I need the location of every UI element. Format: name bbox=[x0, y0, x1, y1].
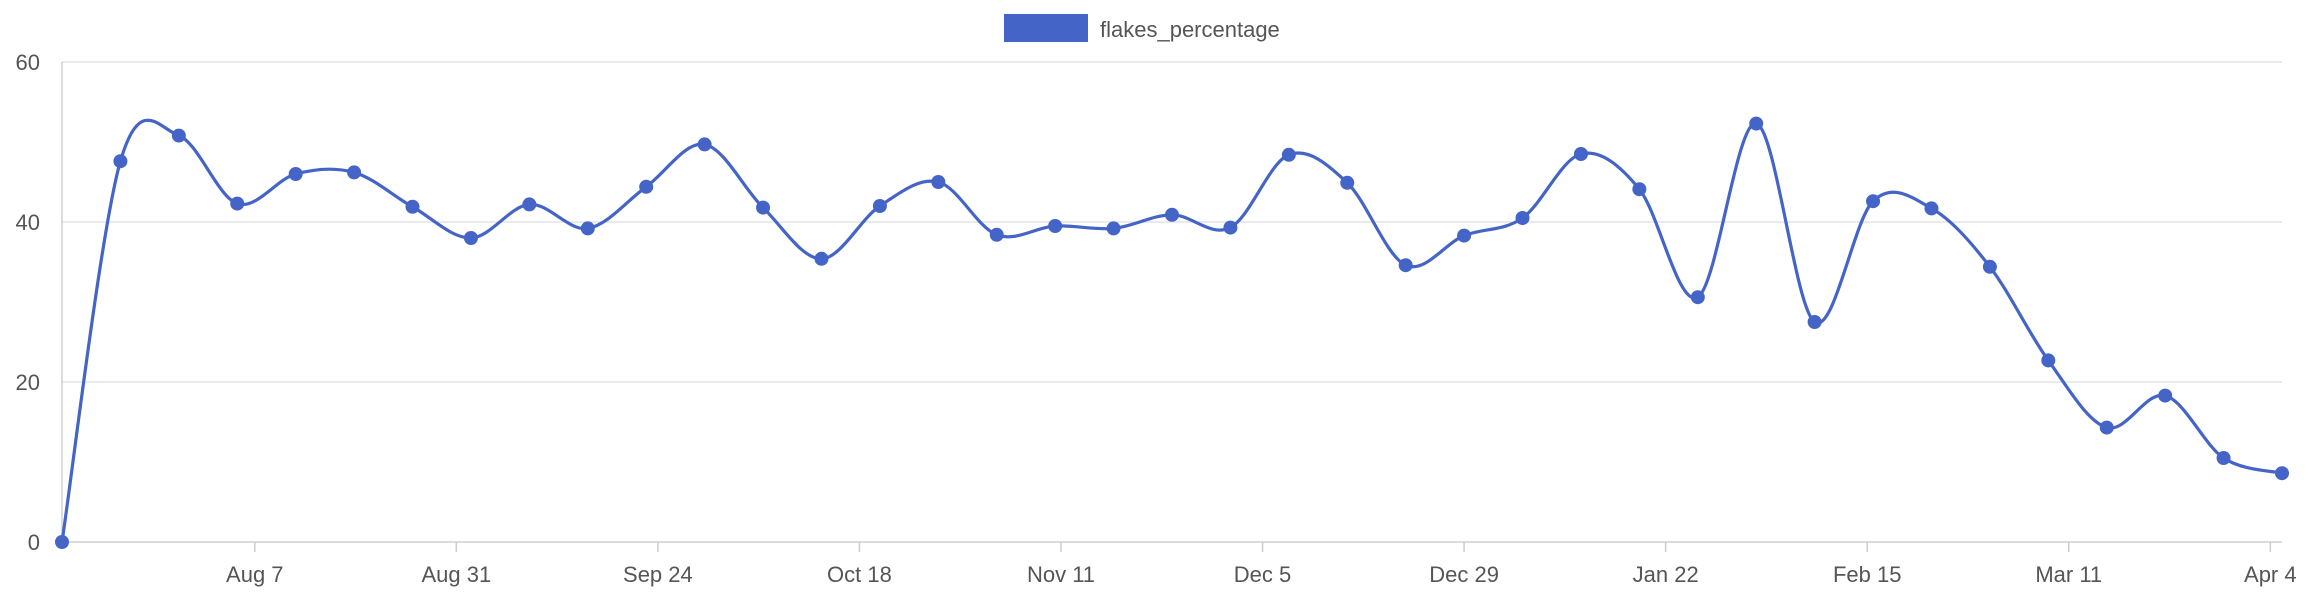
data-point bbox=[1106, 221, 1121, 236]
data-point bbox=[1690, 290, 1705, 305]
data-point bbox=[288, 167, 303, 181]
y-tick-label: 20 bbox=[16, 370, 40, 395]
legend-swatch[interactable] bbox=[1004, 14, 1088, 42]
data-point bbox=[1982, 259, 1997, 274]
data-point bbox=[1749, 116, 1764, 131]
data-point bbox=[872, 199, 887, 213]
data-point bbox=[931, 175, 946, 189]
data-point bbox=[171, 128, 186, 143]
x-tick-label: Aug 31 bbox=[421, 562, 491, 587]
x-tick-label: Feb 15 bbox=[1833, 562, 1902, 587]
x-tick-label: Aug 7 bbox=[226, 562, 284, 587]
data-point bbox=[1632, 182, 1647, 197]
data-point bbox=[639, 179, 654, 194]
data-point bbox=[405, 199, 420, 214]
data-point bbox=[580, 221, 595, 236]
data-point bbox=[1340, 175, 1355, 190]
data-point bbox=[756, 200, 771, 215]
data-point bbox=[1866, 194, 1881, 209]
data-point bbox=[1924, 201, 1939, 216]
data-point bbox=[989, 227, 1004, 242]
x-tick-label: Apr 4 bbox=[2244, 562, 2297, 587]
x-tick-label: Dec 5 bbox=[1234, 562, 1291, 587]
series-layer bbox=[55, 116, 2289, 549]
data-point bbox=[2158, 388, 2173, 403]
data-point bbox=[230, 196, 245, 211]
legend-label[interactable]: flakes_percentage bbox=[1100, 17, 1280, 42]
data-point bbox=[1457, 228, 1472, 243]
data-point bbox=[2099, 420, 2114, 435]
x-tick-label: Mar 11 bbox=[2035, 562, 2102, 587]
data-point bbox=[347, 165, 362, 180]
data-point bbox=[814, 251, 829, 266]
series-line bbox=[60, 118, 2283, 543]
data-point bbox=[1048, 219, 1063, 233]
grid-layer bbox=[62, 61, 2282, 383]
data-point bbox=[1807, 315, 1822, 329]
data-point bbox=[1573, 147, 1588, 161]
data-point bbox=[1398, 258, 1413, 273]
axis-layer: 0 20 40 60 Aug 7 Aug 31 Sep 24 Oct 18 Nov 11 Dec … bbox=[16, 50, 2297, 587]
data-point bbox=[697, 137, 712, 152]
x-tick-label: Jan 22 bbox=[1633, 562, 1699, 587]
data-point bbox=[2216, 451, 2231, 465]
data-point bbox=[1165, 207, 1179, 222]
y-tick-label: 60 bbox=[16, 50, 40, 75]
y-tick-label: 0 bbox=[28, 530, 40, 555]
data-point bbox=[1515, 211, 1530, 225]
data-point bbox=[463, 231, 478, 245]
x-tick-label: Sep 24 bbox=[623, 562, 693, 587]
x-tick-label: Dec 29 bbox=[1429, 562, 1499, 587]
data-point bbox=[1281, 147, 1296, 162]
legend[interactable]: flakes_percentage bbox=[1004, 14, 1280, 42]
y-tick-label: 40 bbox=[16, 210, 40, 235]
x-tick-label: Nov 11 bbox=[1027, 562, 1095, 587]
data-point bbox=[55, 535, 69, 549]
data-point bbox=[2275, 466, 2289, 481]
data-point bbox=[2041, 353, 2056, 368]
data-point bbox=[113, 154, 128, 169]
data-point bbox=[1223, 220, 1238, 235]
data-point bbox=[522, 197, 537, 212]
x-tick-label: Oct 18 bbox=[827, 562, 892, 587]
